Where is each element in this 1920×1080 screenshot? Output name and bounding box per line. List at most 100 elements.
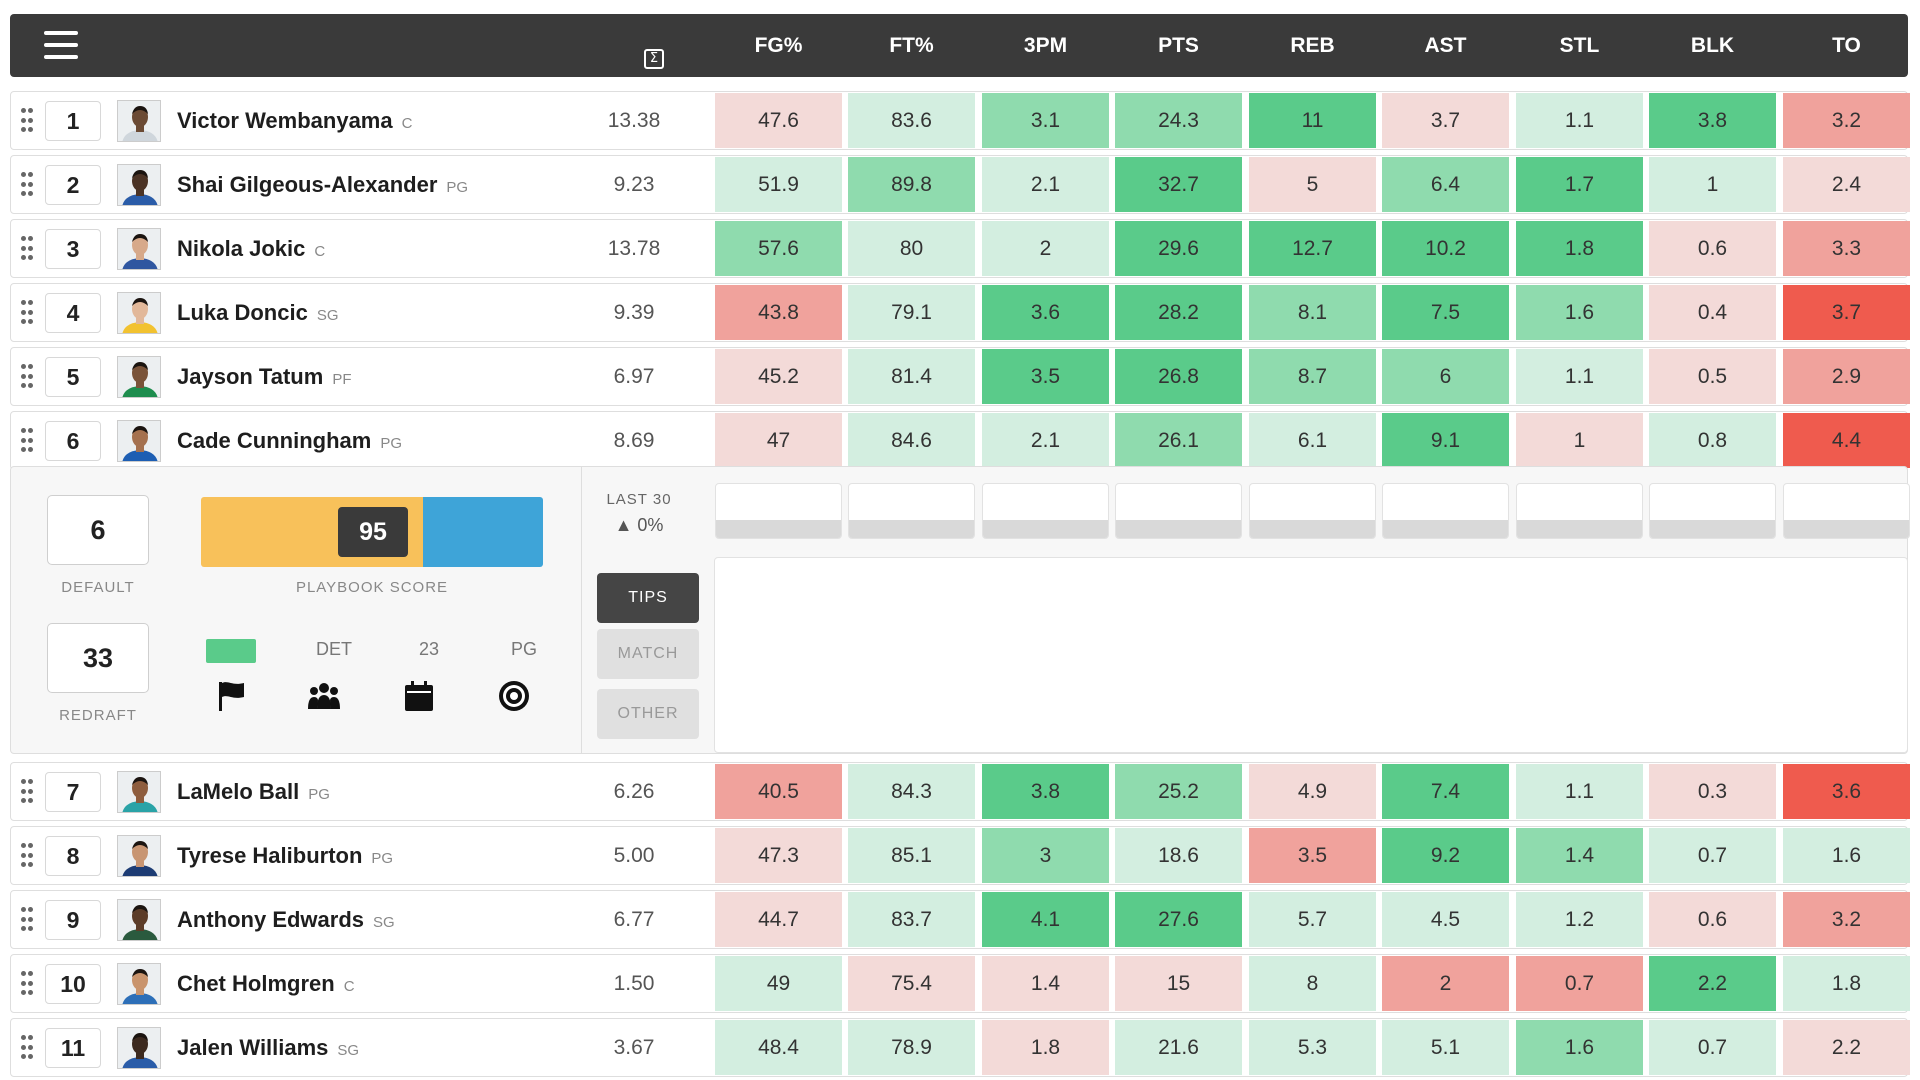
player-row[interactable]: 4 Luka Doncic SG 9.39 43.8 79.1 3.6 28.2 8.1 7.5 1… <box>10 283 1910 342</box>
stat-cell-pts: 15 <box>1115 956 1242 1011</box>
hamburger-menu-icon[interactable] <box>44 31 78 59</box>
other-tab[interactable]: OTHER <box>597 689 699 739</box>
stat-cell-pts: 25.2 <box>1115 764 1242 819</box>
stat-cell-ast: 3.7 <box>1382 93 1509 148</box>
drag-handle-icon[interactable] <box>21 300 33 326</box>
stat-cell-stl: 1.1 <box>1516 764 1643 819</box>
player-name[interactable]: Chet Holmgren <box>177 971 335 996</box>
stat-cell-3pm: 2.1 <box>982 157 1109 212</box>
column-header-pts[interactable]: PTS <box>1158 34 1199 57</box>
stat-cell-blk: 0.5 <box>1649 349 1776 404</box>
drag-handle-icon[interactable] <box>21 236 33 262</box>
drag-handle-icon[interactable] <box>21 108 33 134</box>
drag-handle-icon[interactable] <box>21 907 33 933</box>
stat-cell-reb: 6.1 <box>1249 413 1376 468</box>
stat-slot-bar <box>1517 520 1642 538</box>
player-row[interactable]: 11 Jalen Williams SG 3.67 48.4 78.9 1.8 21.6 5.3… <box>10 1018 1910 1077</box>
stat-cell-stl: 1.6 <box>1516 1020 1643 1075</box>
rank-input[interactable]: 5 <box>45 357 101 397</box>
stat-cell-fg-pct: 47.6 <box>715 93 842 148</box>
rank-input[interactable]: 2 <box>45 165 101 205</box>
column-header-ft-pct[interactable]: FT% <box>889 34 934 57</box>
player-name[interactable]: Luka Doncic <box>177 300 308 325</box>
tips-tab[interactable]: TIPS <box>597 573 699 623</box>
stat-cell-to: 3.2 <box>1783 892 1910 947</box>
stat-cell-ft-pct: 84.6 <box>848 413 975 468</box>
rank-input[interactable]: 1 <box>45 101 101 141</box>
redraft-label: REDRAFT <box>59 707 137 724</box>
stat-slot-bar <box>1383 520 1508 538</box>
drag-handle-icon[interactable] <box>21 779 33 805</box>
position-label: PG <box>510 639 537 659</box>
stat-cell-stl: 1.8 <box>1516 221 1643 276</box>
player-name[interactable]: Shai Gilgeous-Alexander <box>177 172 438 197</box>
stat-cell-3pm: 3.8 <box>982 764 1109 819</box>
player-name[interactable]: Cade Cunningham <box>177 428 372 453</box>
player-name-cell: Jalen Williams SG <box>177 1019 359 1076</box>
player-name[interactable]: Jayson Tatum <box>177 364 324 389</box>
last30-stat-slot <box>1783 483 1910 539</box>
drag-handle-icon[interactable] <box>21 971 33 997</box>
rank-input[interactable]: 6 <box>45 421 101 461</box>
rank-input[interactable]: 9 <box>45 900 101 940</box>
match-tab[interactable]: MATCH <box>597 629 699 679</box>
player-total-score: 6.26 <box>613 780 655 803</box>
stat-cell-pts: 28.2 <box>1115 285 1242 340</box>
playbook-score-label: PLAYBOOK SCORE <box>295 579 449 596</box>
player-position: SG <box>373 914 395 931</box>
player-row[interactable]: 5 Jayson Tatum PF 6.97 45.2 81.4 3.5 26.8 8.7 6 1.… <box>10 347 1910 406</box>
drag-handle-icon[interactable] <box>21 364 33 390</box>
stat-cell-reb: 12.7 <box>1249 221 1376 276</box>
player-name-cell: Chet Holmgren C <box>177 955 355 1012</box>
stat-cell-3pm: 4.1 <box>982 892 1109 947</box>
stat-cell-pts: 18.6 <box>1115 828 1242 883</box>
rank-input[interactable]: 11 <box>45 1028 101 1068</box>
drag-handle-icon[interactable] <box>21 843 33 869</box>
player-position: SG <box>337 1042 360 1059</box>
rank-input[interactable]: 3 <box>45 229 101 269</box>
stat-cell-fg-pct: 49 <box>715 956 842 1011</box>
player-name-cell: Nikola Jokic C <box>177 220 325 277</box>
player-total-score: 9.39 <box>613 301 655 324</box>
column-header-ast[interactable]: AST <box>1424 34 1467 57</box>
drag-handle-icon[interactable] <box>21 172 33 198</box>
default-rank-box: 6 <box>47 495 149 565</box>
player-row[interactable]: 3 Nikola Jokic C 13.78 57.6 80 2 29.6 12.7 10.2 1.… <box>10 219 1910 278</box>
column-header-3pm[interactable]: 3PM <box>1023 34 1068 57</box>
player-row[interactable]: 8 Tyrese Haliburton PG 5.00 47.3 85.1 3 18.6 3.5… <box>10 826 1910 885</box>
player-row[interactable]: 10 Chet Holmgren C 1.50 49 75.4 1.4 15 8 2 0.7 2.2 1… <box>10 954 1910 1013</box>
player-row[interactable]: 7 LaMelo Ball PG 6.26 40.5 84.3 3.8 25.2 4.9 7.4 1… <box>10 762 1910 821</box>
stat-cell-blk: 2.2 <box>1649 956 1776 1011</box>
column-header-fg-pct[interactable]: FG% <box>754 34 803 57</box>
player-avatar <box>117 771 161 813</box>
stat-cell-blk: 1 <box>1649 157 1776 212</box>
drag-handle-icon[interactable] <box>21 428 33 454</box>
last30-stat-slot <box>1249 483 1376 539</box>
rank-input[interactable]: 8 <box>45 836 101 876</box>
rank-input[interactable]: 7 <box>45 772 101 812</box>
player-name[interactable]: Nikola Jokic <box>177 236 306 261</box>
rank-input[interactable]: 10 <box>45 964 101 1004</box>
player-row[interactable]: 9 Anthony Edwards SG 6.77 44.7 83.7 4.1 27.6 5.7… <box>10 890 1910 949</box>
stat-slot-bar <box>1116 520 1241 538</box>
player-row[interactable]: 6 Cade Cunningham PG 8.69 47 84.6 2.1 26.1 6.1 9.… <box>10 411 1910 470</box>
drag-handle-icon[interactable] <box>21 1035 33 1061</box>
player-name[interactable]: Tyrese Haliburton <box>177 843 363 868</box>
rank-input[interactable]: 4 <box>45 293 101 333</box>
sigma-icon[interactable]: Σ <box>644 49 664 69</box>
column-header-stl[interactable]: STL <box>1559 34 1600 57</box>
player-row[interactable]: 2 Shai Gilgeous-Alexander PG 9.23 51.9 89.8 2.… <box>10 155 1910 214</box>
player-row[interactable]: 1 Victor Wembanyama C 13.38 47.6 83.6 3.1 24.3 1… <box>10 91 1910 150</box>
player-name[interactable]: Anthony Edwards <box>177 907 365 932</box>
column-header-reb[interactable]: REB <box>1290 34 1335 57</box>
player-name[interactable]: Jalen Williams <box>177 1035 329 1060</box>
player-name[interactable]: Victor Wembanyama <box>177 108 393 133</box>
stat-cell-ast: 9.1 <box>1382 413 1509 468</box>
stat-cell-pts: 21.6 <box>1115 1020 1242 1075</box>
column-header-to[interactable]: TO <box>1832 34 1861 57</box>
column-header-blk[interactable]: BLK <box>1690 34 1735 57</box>
stat-slot-bar <box>983 520 1108 538</box>
last30-stat-slot <box>1516 483 1643 539</box>
player-name[interactable]: LaMelo Ball <box>177 779 300 804</box>
stat-cell-fg-pct: 48.4 <box>715 1020 842 1075</box>
